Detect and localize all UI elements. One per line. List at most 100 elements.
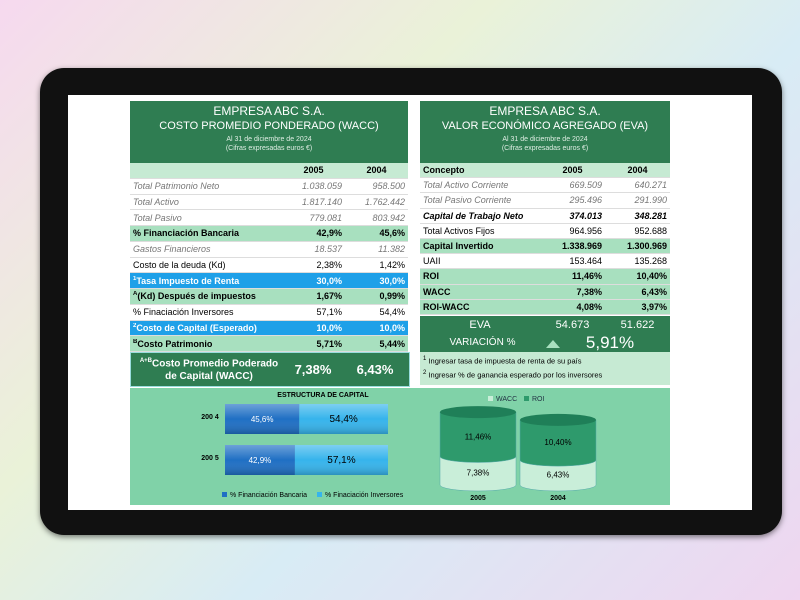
row-label: Total Activo Corriente [420, 180, 540, 190]
row-label: Total Activo [130, 197, 282, 207]
value-label: 42,9% [249, 456, 272, 465]
table-row: Capital de Trabajo Neto 374.013 348.281 [420, 209, 670, 224]
table-row: Total Pasivo 779.081 803.942 [130, 210, 408, 226]
column-header: 2004 [627, 165, 648, 176]
cell: 640.271 [634, 180, 667, 191]
cell: 779.081 [309, 212, 342, 223]
note: (Cifras expresadas euros €) [225, 145, 313, 152]
cell: 3,97% [641, 301, 667, 312]
cylinder-segment [439, 456, 517, 492]
cell: 0,99% [379, 291, 405, 302]
cell: 1.038.059 [301, 181, 342, 192]
row-label: ROI-WACC [420, 302, 540, 312]
cell: 669.509 [569, 180, 602, 191]
wacc-header: EMPRESA ABC S.A. COSTO PROMEDIO PONDERAD… [130, 101, 408, 163]
company: EMPRESA ABC S.A. [213, 104, 325, 118]
cell: 1,67% [316, 291, 342, 302]
legend-swatch [524, 396, 529, 401]
table-row: % Financiación Bancaria 42,9% 45,6% [130, 226, 408, 242]
date: Al 31 de diciembre de 2024 [226, 136, 312, 143]
cell: 958.500 [372, 181, 405, 192]
label: Tasa Impuesto de Renta [136, 275, 240, 286]
cylinder-segment [519, 459, 597, 492]
cell: 30,0% [316, 275, 342, 286]
column-header: Concepto [423, 165, 465, 176]
value: 7,38% [294, 362, 332, 377]
cell: 10,40% [636, 271, 667, 282]
value-label: 54,4% [329, 414, 357, 425]
value-label: 10,40% [544, 438, 571, 447]
mark: 1 [133, 275, 137, 282]
cell: 7,38% [576, 286, 602, 297]
legend-label: ROI [532, 396, 545, 403]
legend-label: % Financiación Bancaria [230, 492, 307, 499]
value: 6,43% [356, 362, 394, 377]
row-label: % Finaciación Inversores [130, 307, 282, 317]
table-header: Concepto 2005 2004 [420, 163, 670, 179]
table-row: Total Activo Corriente 669.509 640.271 [420, 178, 670, 194]
category-label: 200 4 [201, 414, 219, 421]
label: EVA [469, 319, 491, 331]
value: 54.673 [555, 319, 590, 331]
cell: 1.762.442 [364, 196, 405, 207]
cell: 57,1% [316, 307, 342, 318]
cell: 374.013 [569, 210, 602, 221]
cell: 54,4% [379, 307, 405, 318]
label: UAII [423, 256, 441, 267]
table-row: A(Kd) Después de impuestos 1,67% 0,99% [130, 289, 408, 305]
table-row: Costo de la deuda (Kd) 2,38% 1,42% [130, 258, 408, 274]
value-label: 11,46% [465, 432, 492, 441]
label: Capital de Trabajo Neto [423, 210, 524, 221]
label: Costo de la deuda (Kd) [133, 259, 226, 270]
cell: 135.268 [634, 256, 667, 267]
value-label: 57,1% [327, 455, 355, 466]
legend-swatch [488, 396, 493, 401]
value-label: 6,43% [547, 471, 570, 480]
table-row: UAII 153.464 135.268 [420, 254, 670, 270]
cell: 295.496 [569, 195, 602, 206]
label: % Financiación Bancaria [133, 228, 240, 239]
legend-swatch [317, 492, 322, 497]
cylinder-top [520, 413, 596, 426]
row-label: Gastos Financieros [130, 244, 282, 254]
row-label: UAII [420, 256, 540, 266]
table-row: 2Costo de Capital (Esperado) 10,0% 10,0% [130, 320, 408, 337]
row-label: 1Tasa Impuesto de Renta [130, 276, 282, 286]
value-label: 45,6% [251, 415, 274, 424]
mark: A+B [139, 358, 153, 364]
label: ROI-WACC [423, 301, 470, 312]
notes: 1 Ingresar tasa de impuesta de renta de … [420, 352, 670, 385]
column-header: 2004 [366, 165, 387, 176]
legend-label: WACC [496, 396, 517, 403]
label: Total Activo [133, 196, 179, 207]
label: Gastos Financieros [133, 244, 211, 255]
cell: 5,44% [379, 338, 405, 349]
table-row: BCosto Patrimonio 5,71% 5,44% [130, 336, 408, 352]
cell: 18.537 [314, 244, 342, 255]
row-label: Total Activos Fijos [420, 226, 540, 236]
category-label: 200 5 [201, 455, 219, 462]
cell: 348.281 [634, 210, 667, 221]
mark: B [133, 338, 138, 345]
mark: 1 [423, 356, 427, 362]
column-header: 2005 [303, 165, 324, 176]
table-row: 1Tasa Impuesto de Renta 30,0% 30,0% [130, 273, 408, 289]
note: Ingresar % de ganancia esperado por los … [428, 370, 603, 379]
value-label: 7,38% [467, 469, 490, 478]
cell: 291.990 [634, 195, 667, 206]
column-header: 2005 [562, 165, 583, 176]
table-row: Total Pasivo Corriente 295.496 291.990 [420, 193, 670, 209]
cell: 30,0% [379, 275, 405, 286]
row-label: Capital de Trabajo Neto [420, 211, 540, 221]
label: % Finaciación Inversores [133, 307, 234, 318]
category-label: 2004 [550, 495, 566, 502]
cylinder-top [440, 406, 516, 419]
legend-swatch [222, 492, 227, 497]
table-row: % Finaciación Inversores 57,1% 54,4% [130, 305, 408, 321]
charts: ESTRUCTURA DE CAPITAL 200 4 45,6% 54,4% 200… [130, 388, 670, 505]
label: Total Activo Corriente [423, 180, 509, 191]
note: Ingresar tasa de impuesta de renta de su… [428, 356, 582, 366]
label: Costo Patrimonio [137, 338, 213, 349]
table-row: Capital Invertido 1.338.969 1.300.969 [420, 239, 670, 255]
